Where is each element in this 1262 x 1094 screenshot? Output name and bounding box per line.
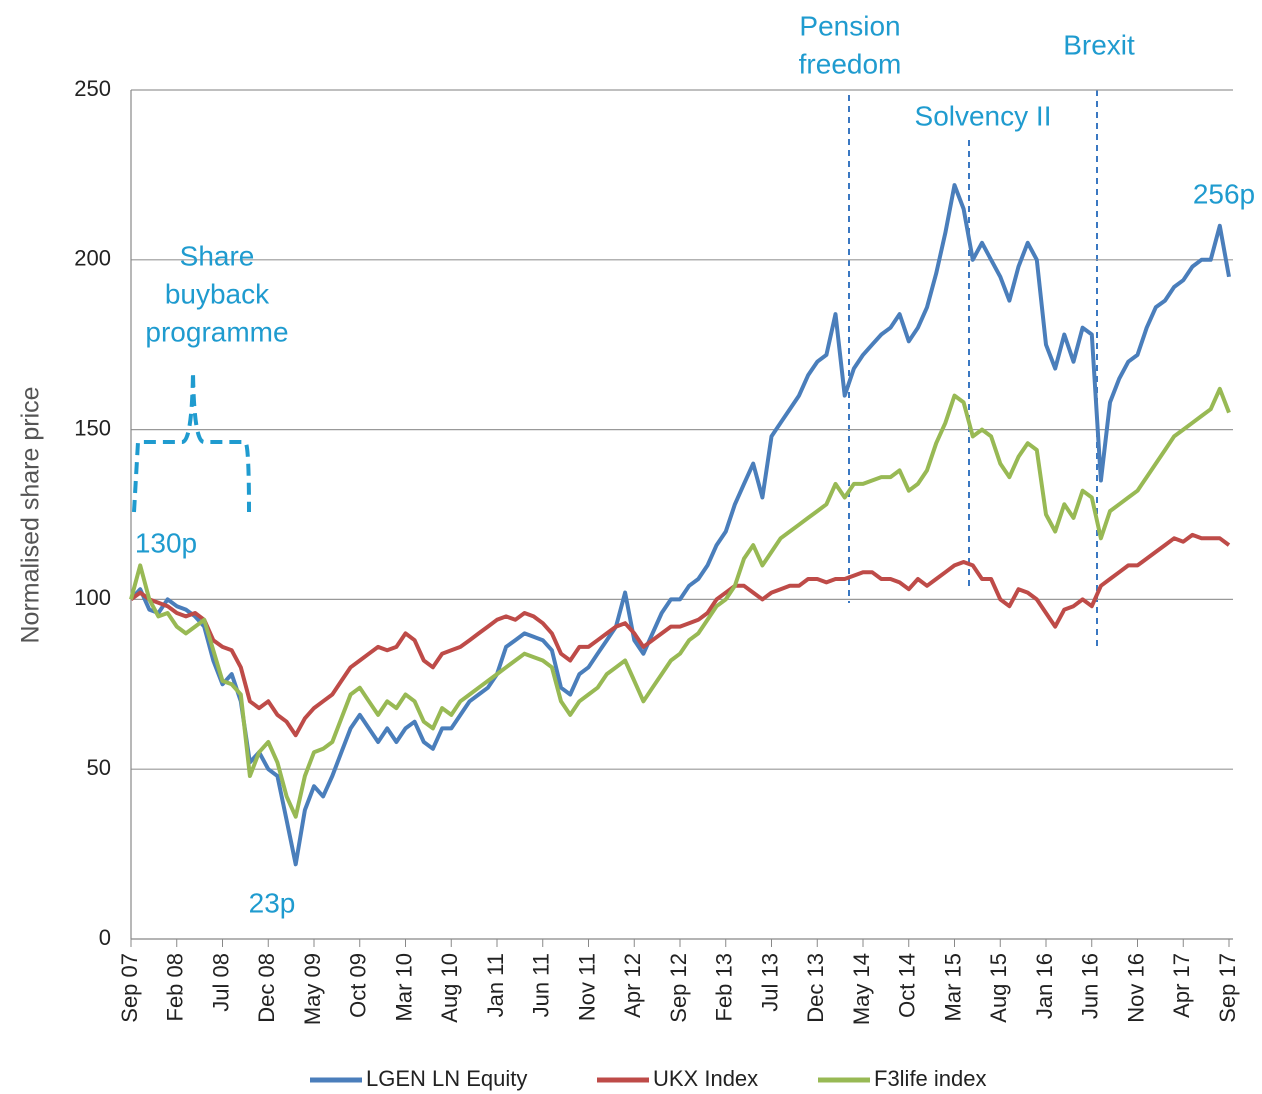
annotation: 256p <box>1193 178 1255 209</box>
y-axis-label: Normalised share price <box>17 386 45 643</box>
x-tick-label: Mar 10 <box>391 953 416 1021</box>
annotation-shapes <box>132 90 1098 648</box>
annotation: 130p <box>135 527 197 558</box>
legend-label: LGEN LN Equity <box>366 1066 527 1091</box>
x-tick-label: Sep 12 <box>666 953 691 1023</box>
x-tick-label: Mar 15 <box>940 953 965 1021</box>
x-tick-label: Jul 08 <box>208 953 233 1012</box>
y-tick-label: 200 <box>74 246 111 271</box>
annotation: Share <box>180 240 255 271</box>
x-tick-label: Sep 17 <box>1215 953 1240 1023</box>
x-tick-label: Jun 11 <box>529 953 554 1017</box>
y-tick-label: 50 <box>87 755 111 780</box>
x-tick-label: Aug 15 <box>986 953 1011 1023</box>
x-tick-label: Apr 12 <box>620 953 645 1018</box>
buyback-bracket <box>132 371 251 513</box>
x-tick-label: Feb 08 <box>163 953 188 1022</box>
x-tick-label: Nov 16 <box>1123 953 1148 1023</box>
x-tick-label: Jun 16 <box>1078 953 1103 1019</box>
x-tick-label: Apr 17 <box>1169 953 1194 1018</box>
series-line <box>129 183 1231 867</box>
annotation: Brexit <box>1063 29 1135 60</box>
y-tick-label: 250 <box>74 76 111 101</box>
x-tick-label: Aug 10 <box>437 953 462 1023</box>
x-tick-label: Oct 14 <box>895 953 920 1018</box>
series-line <box>129 532 1231 738</box>
annotation: 23p <box>249 887 296 918</box>
x-tick-label: Nov 11 <box>574 953 599 1021</box>
annotation: Pension <box>799 10 900 41</box>
annotation: Solvency II <box>915 100 1052 131</box>
annotation: freedom <box>799 48 902 79</box>
x-tick-label: Dec 13 <box>803 953 828 1023</box>
legend-label: UKX Index <box>653 1066 758 1091</box>
x-tick-label: Dec 08 <box>254 953 279 1023</box>
annotation: buyback <box>165 278 270 309</box>
series-line <box>129 386 1231 819</box>
y-tick-label: 100 <box>74 585 111 610</box>
annotation: programme <box>145 316 288 347</box>
x-tick-label: Jan 16 <box>1032 953 1057 1019</box>
legend-label: F3life index <box>874 1066 987 1091</box>
x-tick-label: May 09 <box>300 953 325 1025</box>
x-tick-label: Oct 09 <box>346 953 371 1018</box>
x-tick-label: Sep 07 <box>117 953 142 1023</box>
x-tick-label: Jul 13 <box>757 953 782 1012</box>
y-tick-label: 0 <box>99 925 111 950</box>
x-tick-label: May 14 <box>849 953 874 1025</box>
x-tick-label: Jan 11 <box>483 953 508 1017</box>
x-tick-label: Feb 13 <box>712 953 737 1022</box>
y-tick-label: 150 <box>74 415 111 440</box>
